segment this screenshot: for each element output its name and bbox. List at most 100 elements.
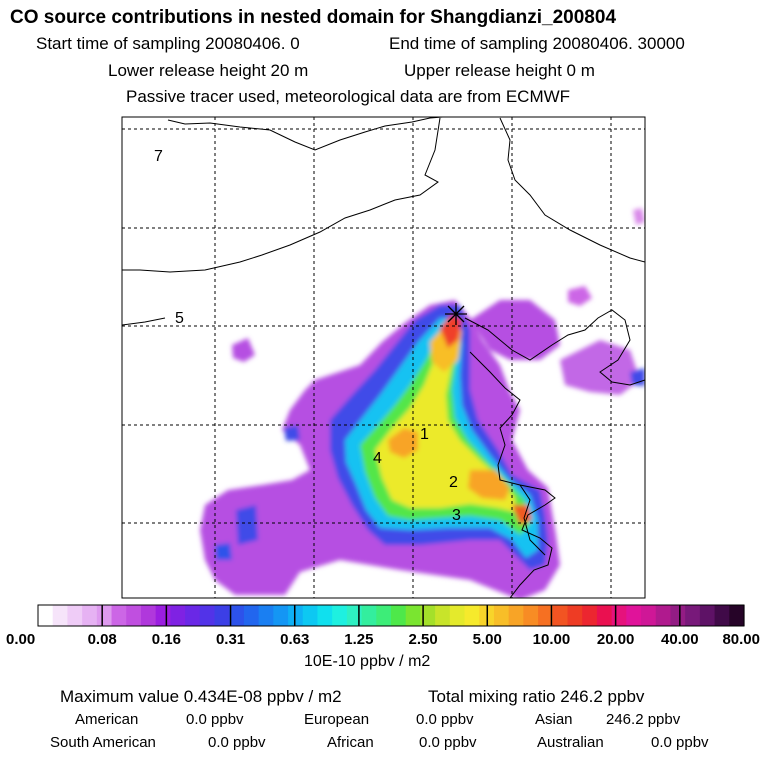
colorbar-swatch <box>214 605 230 626</box>
tracer-info-line: Passive tracer used, meteorological data… <box>126 87 571 106</box>
colorbar-swatch <box>52 605 69 626</box>
colorbar-swatch <box>391 605 407 626</box>
plume-patch-right <box>560 340 640 395</box>
region-label-1: 1 <box>420 426 429 443</box>
colorbar-swatch <box>302 605 319 626</box>
colorbar-swatch <box>508 605 524 626</box>
colorbar-swatch <box>82 605 98 626</box>
colorbar-swatch <box>449 605 466 626</box>
plume-blob-c <box>633 208 645 225</box>
colorbar-swatch <box>729 605 745 626</box>
colorbar-swatch <box>155 605 171 626</box>
plume-layer-yellow <box>375 340 515 512</box>
source-name-african: African <box>327 734 374 751</box>
source-value-european: 0.0 ppbv <box>416 711 474 728</box>
colorbar-swatch <box>582 605 598 626</box>
colorbar-swatch <box>199 605 216 626</box>
colorbar-swatch <box>38 605 54 626</box>
colorbar-swatch <box>493 605 510 626</box>
plume-blob-f <box>215 543 232 560</box>
colorbar-swatch <box>140 605 157 626</box>
colorbar-tick-label: 1.25 <box>344 631 373 648</box>
plume-blob-e <box>236 505 258 545</box>
colorbar-swatch <box>464 605 480 626</box>
colorbar-swatch <box>714 605 730 626</box>
colorbar-swatch <box>523 605 539 626</box>
colorbar-swatch <box>361 605 377 626</box>
max-value-label: Maximum value 0.434E-08 ppbv / m2 <box>60 687 342 706</box>
colorbar-swatch <box>126 605 142 626</box>
colorbar-tick-label: 40.00 <box>661 631 699 648</box>
colorbar-tick-label: 10.00 <box>533 631 571 648</box>
plume-patch-topright <box>470 300 560 360</box>
colorbar-swatch <box>317 605 333 626</box>
source-value-african: 0.0 ppbv <box>419 734 477 751</box>
plume-core-orange <box>388 428 418 458</box>
map-frame <box>121 116 646 599</box>
colorbar-tick-label: 0.08 <box>88 631 117 648</box>
colorbar-swatch <box>552 605 569 626</box>
source-name-american: American <box>75 711 139 728</box>
colorbar-swatch <box>96 605 113 626</box>
colorbar-swatch <box>346 605 363 626</box>
colorbar-tick-label: 0.16 <box>152 631 181 648</box>
release-point-marker <box>445 303 467 325</box>
colorbar-swatch <box>596 605 613 626</box>
end-time-label: End time of sampling 20080406. 30000 <box>389 34 685 53</box>
colorbar-tick-label: 0.00 <box>6 631 35 648</box>
colorbar-swatch <box>67 605 83 626</box>
source-value-american: 0.0 ppbv <box>186 711 244 728</box>
colorbar-swatch <box>641 605 657 626</box>
colorbar-swatch <box>435 605 451 626</box>
colorbar-swatch <box>332 605 348 626</box>
region-label-7: 7 <box>154 148 163 165</box>
colorbar-tick-label: 20.00 <box>597 631 635 648</box>
colorbar-swatch <box>538 605 554 626</box>
colorbar-swatch <box>185 605 201 626</box>
upper-release-label: Upper release height 0 m <box>404 61 595 80</box>
source-name-european: European <box>304 711 370 728</box>
source-name-australian: Australian <box>537 734 604 751</box>
colorbar-swatch <box>611 605 627 626</box>
lower-release-label: Lower release height 20 m <box>108 61 309 80</box>
colorbar-tick-label: 0.63 <box>280 631 309 648</box>
colorbar-swatch <box>376 605 392 626</box>
colorbar-swatch <box>405 605 422 626</box>
chart-title: CO source contributions in nested domain… <box>10 7 617 28</box>
region-label-5: 5 <box>175 310 184 327</box>
colorbar-swatch <box>685 605 701 626</box>
source-name-asian: Asian <box>535 711 573 728</box>
colorbar-swatch <box>229 605 245 626</box>
colorbar-swatch <box>288 605 304 626</box>
colorbar-ticks: 0.00 0.08 0.16 0.31 0.63 1.25 2.50 5.00 10.00 20.… <box>6 605 760 648</box>
plume-blob-b <box>568 286 592 306</box>
colorbar-tick-label: 2.50 <box>408 631 437 648</box>
colorbar-swatch <box>243 605 260 626</box>
colorbar-swatch <box>420 605 436 626</box>
colorbar-frame <box>37 604 745 627</box>
colorbar-tick-label: 80.00 <box>722 631 760 648</box>
region-label-4: 4 <box>373 450 382 467</box>
start-time-label: Start time of sampling 20080406. 0 <box>36 34 300 53</box>
plume-blob-a <box>232 338 255 362</box>
colorbar-unit-label: 10E-10 ppbv / m2 <box>304 653 431 670</box>
plume-blob-d <box>284 425 300 441</box>
colorbar-swatch <box>655 605 672 626</box>
colorbar-tick-label: 5.00 <box>473 631 502 648</box>
colorbar-swatch <box>567 605 583 626</box>
lat-lon-grid <box>122 117 645 598</box>
region-label-3: 3 <box>452 507 461 524</box>
colorbar-tick-label: 0.31 <box>216 631 245 648</box>
source-value-asian: 246.2 ppbv <box>606 711 681 728</box>
colorbar-swatch <box>699 605 716 626</box>
source-name-south-american: South American <box>50 734 156 751</box>
colorbar <box>37 604 745 627</box>
source-value-south-american: 0.0 ppbv <box>208 734 266 751</box>
source-value-australian: 0.0 ppbv <box>651 734 709 751</box>
coastlines <box>122 117 645 598</box>
total-mixing-label: Total mixing ratio 246.2 ppbv <box>428 687 645 706</box>
colorbar-swatch <box>273 605 289 626</box>
region-label-2: 2 <box>449 474 458 491</box>
colorbar-swatch <box>626 605 642 626</box>
